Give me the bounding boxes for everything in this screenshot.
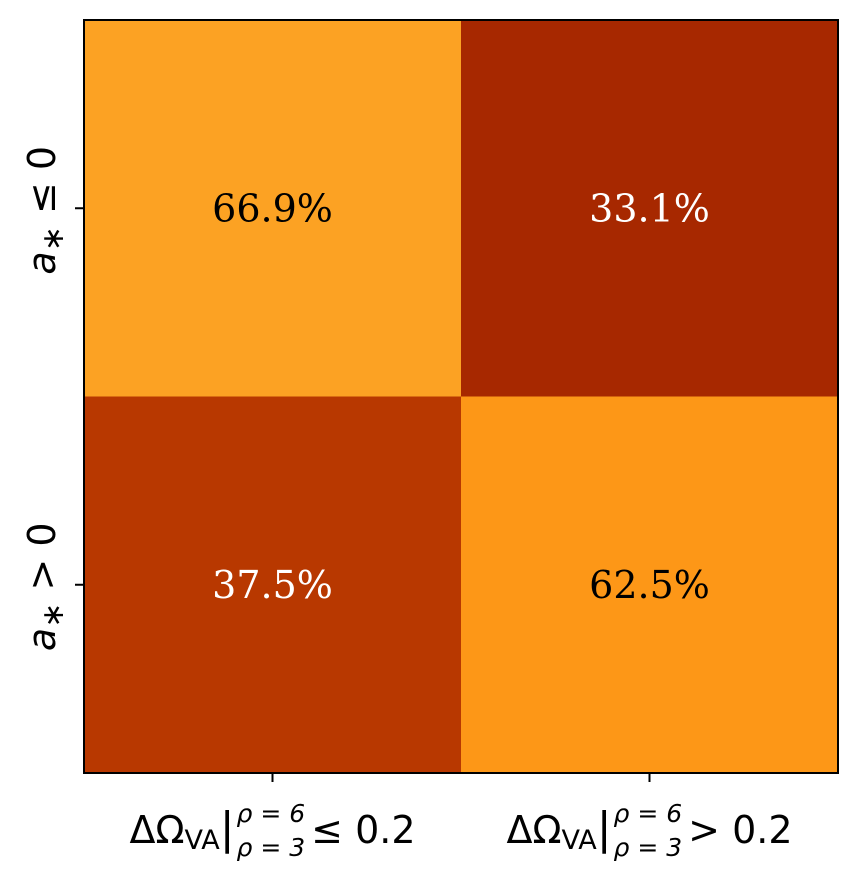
x-tick-label-1: ΔΩVA|	[506, 803, 611, 856]
cell-label-r0-c1: 33.1%	[589, 186, 710, 230]
heatmap-cell-r0-c1	[461, 20, 839, 397]
heatmap-cell-r0-c0	[84, 20, 462, 397]
plot-frame	[83, 19, 839, 774]
x-tick-lower-limit-0: ρ = 3	[237, 833, 306, 862]
heatmap-cell-r1-c1	[461, 396, 839, 774]
cell-label-r1-c1: 62.5%	[589, 563, 710, 607]
x-tick-label-0: ΔΩVA|	[129, 803, 234, 856]
heatmap-cell-labels: 66.9% 33.1% 37.5% 62.5%	[212, 186, 710, 607]
x-tick-upper-limit-1: ρ = 6	[614, 799, 683, 828]
cell-label-r0-c0: 66.9%	[212, 186, 333, 230]
x-tick-limits-0: ρ = 6 ρ = 3 ≤ 0.2	[237, 799, 416, 862]
heatmap-cells	[84, 20, 839, 774]
x-tick-relation-0: ≤ 0.2	[311, 808, 415, 852]
x-tick-limits-1: ρ = 6 ρ = 3 > 0.2	[614, 799, 793, 862]
cell-label-r1-c0: 37.5%	[212, 563, 333, 607]
x-axis-tick-labels: ΔΩVA| ρ = 6ρ = 3 ≤ 0.2 ΔΩVA| ρ = 6ρ = 3 > 0.2	[129, 799, 792, 862]
x-tick-upper-limit-0: ρ = 6	[237, 799, 306, 828]
y-tick-label-0: a∗ ≤ 0	[20, 146, 71, 275]
x-tick-relation-1: > 0.2	[688, 808, 792, 852]
x-axis-ticks	[271, 773, 651, 782]
y-tick-label-1: a∗ > 0	[20, 522, 71, 651]
x-tick-lower-limit-1: ρ = 3	[614, 833, 683, 862]
y-axis-tick-labels: a∗ ≤ 0 a∗ > 0	[20, 146, 71, 651]
y-axis-ticks	[75, 207, 84, 586]
heatmap-cell-r1-c0	[84, 396, 462, 774]
